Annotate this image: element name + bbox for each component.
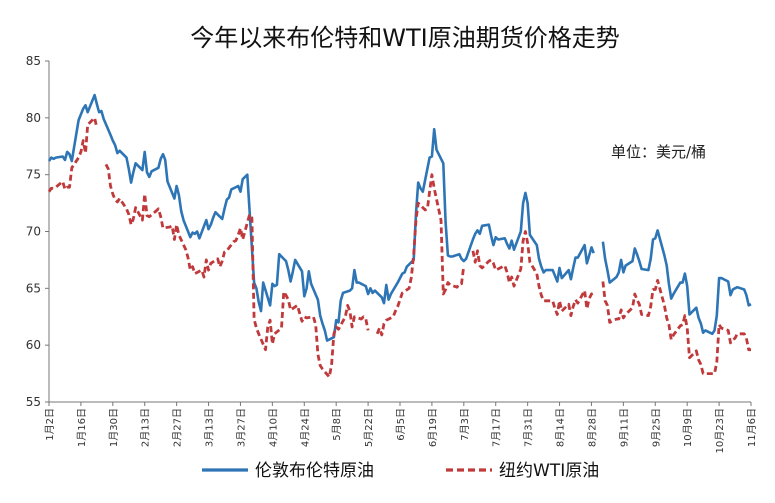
x-tick-label: 9月25日 — [650, 408, 662, 447]
x-tick-label: 10月23日 — [714, 408, 726, 453]
x-tick-label: 6月19日 — [427, 408, 439, 447]
x-tick-label: 7月31日 — [523, 408, 535, 447]
x-tick-label: 11月6日 — [746, 408, 758, 447]
x-tick-label: 5月22日 — [363, 408, 375, 447]
chart-title: 今年以来布伦特和WTI原油期货价格走势 — [190, 24, 619, 52]
series-line-wti — [471, 230, 595, 317]
series-layer — [47, 93, 752, 379]
x-tick-label: 3月27日 — [235, 408, 247, 447]
x-tick-label: 3月13日 — [204, 408, 216, 447]
x-tick-label: 8月28日 — [586, 408, 598, 447]
x-tick-label: 4月24日 — [299, 408, 311, 447]
y-ticks: 55 60 65 70 75 80 85 — [26, 54, 49, 409]
x-tick-label: 2月13日 — [140, 408, 152, 447]
y-tick-label: 70 — [26, 225, 41, 239]
unit-label: 单位：美元/桶 — [611, 143, 706, 161]
y-tick-label: 75 — [26, 168, 41, 182]
x-tick-label: 5月8日 — [331, 408, 343, 441]
legend: 伦敦布伦特原油 纽约WTI原油 — [202, 461, 599, 481]
y-tick-label: 60 — [26, 338, 41, 352]
x-ticks: 1月2日 1月16日 1月30日 2月13日 2月27日 3月13日 3月27日 4月10日 4… — [44, 402, 758, 453]
series-line-brent — [47, 93, 595, 342]
axes — [48, 61, 751, 403]
series-line-wti — [47, 116, 99, 193]
x-tick-label: 1月30日 — [108, 408, 120, 447]
x-tick-label: 10月9日 — [682, 408, 694, 447]
series-line-wti — [601, 279, 751, 375]
y-tick-label: 65 — [26, 281, 41, 295]
legend-wti-label: 纽约WTI原油 — [499, 461, 599, 481]
x-tick-label: 4月10日 — [267, 408, 279, 447]
x-tick-label: 1月2日 — [44, 408, 56, 441]
x-tick-label: 1月16日 — [76, 408, 88, 447]
x-tick-label: 2月27日 — [172, 408, 184, 447]
series-line-brent — [601, 229, 752, 336]
x-tick-label: 6月5日 — [395, 408, 407, 441]
y-tick-label: 85 — [26, 54, 41, 68]
series-line-wti — [104, 163, 370, 379]
x-tick-label: 8月14日 — [555, 408, 567, 447]
x-tick-label: 7月17日 — [491, 408, 503, 447]
y-tick-label: 80 — [26, 111, 41, 125]
series-line-wti — [375, 173, 466, 337]
x-tick-label: 9月11日 — [618, 408, 630, 447]
x-tick-label: 7月3日 — [459, 408, 471, 441]
y-tick-label: 55 — [26, 395, 41, 409]
legend-brent-label: 伦敦布伦特原油 — [255, 461, 374, 481]
